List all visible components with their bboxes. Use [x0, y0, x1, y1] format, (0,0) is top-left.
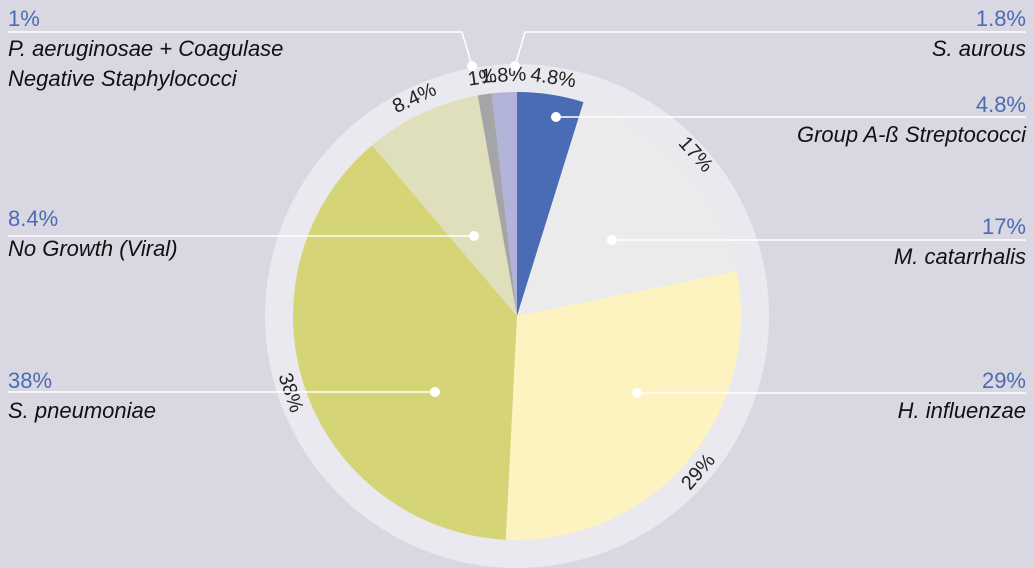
leader-line: [8, 31, 473, 67]
legend-name: Group A-ß Streptococci: [796, 122, 1026, 147]
leader-dot: [430, 387, 440, 397]
legend-value: 1%: [8, 6, 40, 31]
pie-slice: [292, 145, 517, 540]
legend-value: 29%: [981, 368, 1026, 393]
pie-slice: [372, 95, 517, 317]
legend-name: No Growth (Viral): [8, 236, 178, 261]
rim-label: 1.8%: [480, 63, 527, 88]
legend-name: M. catarrhalis: [893, 244, 1026, 269]
legend-value: 4.8%: [975, 92, 1026, 117]
legend-name: S. pneumoniae: [8, 398, 156, 423]
pie-slice: [517, 102, 737, 316]
legend-name: H. influenzae: [897, 398, 1026, 423]
leader-dot: [551, 112, 561, 122]
leader-dot: [607, 235, 617, 245]
pie-slice: [491, 92, 517, 316]
pie-slice: [505, 271, 741, 541]
leader-line: [514, 31, 1026, 67]
leader-dot: [510, 61, 520, 71]
legend-name: S. aurous: [931, 36, 1026, 61]
leader-dot: [632, 388, 642, 398]
legend-name: P. aeruginosae + Coagulase Negative Stap…: [8, 36, 284, 91]
legend-value: 17%: [981, 214, 1026, 239]
pie-slice: [517, 92, 584, 316]
leader-dot: [469, 231, 479, 241]
legend-value: 8.4%: [8, 206, 59, 231]
legend-value: 1.8%: [975, 6, 1026, 31]
legend-value: 38%: [8, 368, 53, 393]
pie-slice: [477, 93, 517, 317]
leader-dot: [467, 61, 477, 71]
